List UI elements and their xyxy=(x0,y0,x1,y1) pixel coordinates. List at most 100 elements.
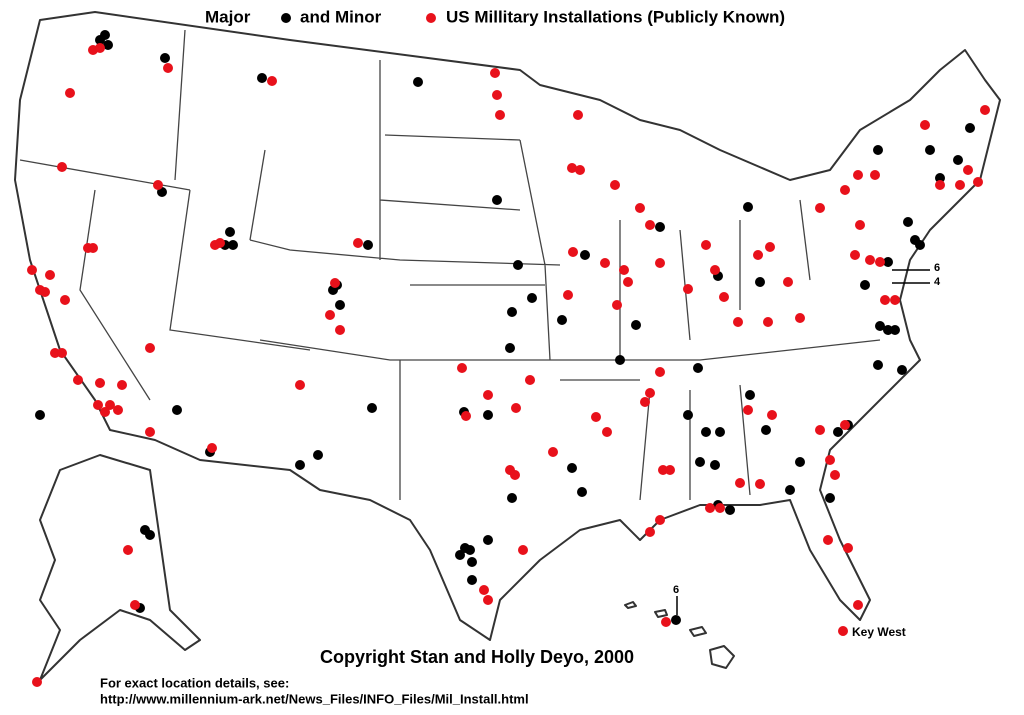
minor-installation xyxy=(518,545,528,555)
major-installation xyxy=(513,260,523,270)
minor-installation xyxy=(640,397,650,407)
minor-installation xyxy=(88,243,98,253)
major-installation xyxy=(335,300,345,310)
minor-installation xyxy=(50,348,60,358)
minor-installation xyxy=(113,405,123,415)
major-installation xyxy=(103,40,113,50)
minor-installation xyxy=(267,76,277,86)
major-installation xyxy=(755,277,765,287)
minor-installation xyxy=(840,420,850,430)
minor-installation xyxy=(610,180,620,190)
minor-installation xyxy=(743,405,753,415)
major-installation xyxy=(671,615,681,625)
minor-installation xyxy=(32,677,42,687)
major-installation xyxy=(615,355,625,365)
minor-installation xyxy=(95,43,105,53)
minor-installation xyxy=(65,88,75,98)
minor-installation xyxy=(661,617,671,627)
major-installation xyxy=(35,410,45,420)
minor-installation xyxy=(645,527,655,537)
major-installation xyxy=(145,530,155,540)
minor-installation xyxy=(567,163,577,173)
minor-installation xyxy=(163,63,173,73)
minor-installation xyxy=(563,290,573,300)
major-installation xyxy=(683,410,693,420)
major-installation xyxy=(883,257,893,267)
major-installation xyxy=(467,557,477,567)
major-installation xyxy=(655,222,665,232)
major-installation xyxy=(367,403,377,413)
copyright: Copyright Stan and Holly Deyo, 2000 xyxy=(320,647,634,667)
major-installation xyxy=(465,545,475,555)
minor-installation xyxy=(325,310,335,320)
alaska xyxy=(39,454,201,681)
minor-installation xyxy=(963,165,973,175)
minor-installation xyxy=(57,348,67,358)
major-installation xyxy=(925,145,935,155)
minor-installation xyxy=(483,595,493,605)
minor-installation xyxy=(145,427,155,437)
minor-installation xyxy=(591,412,601,422)
major-installation xyxy=(693,363,703,373)
us-outline xyxy=(14,11,1001,641)
major-installation xyxy=(483,535,493,545)
minor-installation xyxy=(511,403,521,413)
minor-installation xyxy=(635,203,645,213)
major-installation xyxy=(580,250,590,260)
minor-installation xyxy=(665,465,675,475)
details-url: http://www.millennium-ark.net/News_Files… xyxy=(100,691,529,706)
minor-installation xyxy=(980,105,990,115)
minor-installation xyxy=(753,250,763,260)
minor-installation xyxy=(655,367,665,377)
minor-installation xyxy=(955,180,965,190)
major-installation xyxy=(160,53,170,63)
minor-installation xyxy=(865,255,875,265)
major-installation xyxy=(455,550,465,560)
legend-minor-dot xyxy=(426,13,436,23)
major-installation xyxy=(897,365,907,375)
minor-installation xyxy=(655,515,665,525)
minor-installation xyxy=(853,170,863,180)
minor-installation xyxy=(60,295,70,305)
major-installation xyxy=(745,390,755,400)
minor-installation xyxy=(483,390,493,400)
major-installation xyxy=(873,360,883,370)
minor-installation xyxy=(840,185,850,195)
minor-installation xyxy=(105,400,115,410)
minor-installation xyxy=(479,585,489,595)
minor-installation xyxy=(145,343,155,353)
major-installation xyxy=(313,450,323,460)
minor-installation xyxy=(510,470,520,480)
minor-installation xyxy=(95,378,105,388)
major-installation xyxy=(257,73,267,83)
major-installation xyxy=(100,30,110,40)
minor-installation xyxy=(710,265,720,275)
minor-installation xyxy=(815,203,825,213)
major-installation xyxy=(467,575,477,585)
major-installation xyxy=(860,280,870,290)
title-major: Major xyxy=(205,7,251,26)
minor-installation xyxy=(353,238,363,248)
minor-installation xyxy=(612,300,622,310)
minor-installation xyxy=(815,425,825,435)
major-installation xyxy=(725,505,735,515)
major-installation xyxy=(557,315,567,325)
minor-installation xyxy=(880,295,890,305)
major-installation xyxy=(507,493,517,503)
callout-label: 4 xyxy=(934,276,941,288)
minor-installation xyxy=(73,375,83,385)
major-installation xyxy=(363,240,373,250)
title-rest: US Millitary Installations (Publicly Kno… xyxy=(446,7,785,26)
minor-installation xyxy=(795,313,805,323)
minor-installation xyxy=(117,380,127,390)
minor-installation xyxy=(920,120,930,130)
major-installation xyxy=(833,427,843,437)
major-installation xyxy=(631,320,641,330)
minor-installation xyxy=(823,535,833,545)
major-installation xyxy=(903,217,913,227)
major-installation xyxy=(567,463,577,473)
minor-installation xyxy=(45,270,55,280)
minor-installation xyxy=(830,470,840,480)
minor-installation xyxy=(735,478,745,488)
major-installation xyxy=(883,325,893,335)
